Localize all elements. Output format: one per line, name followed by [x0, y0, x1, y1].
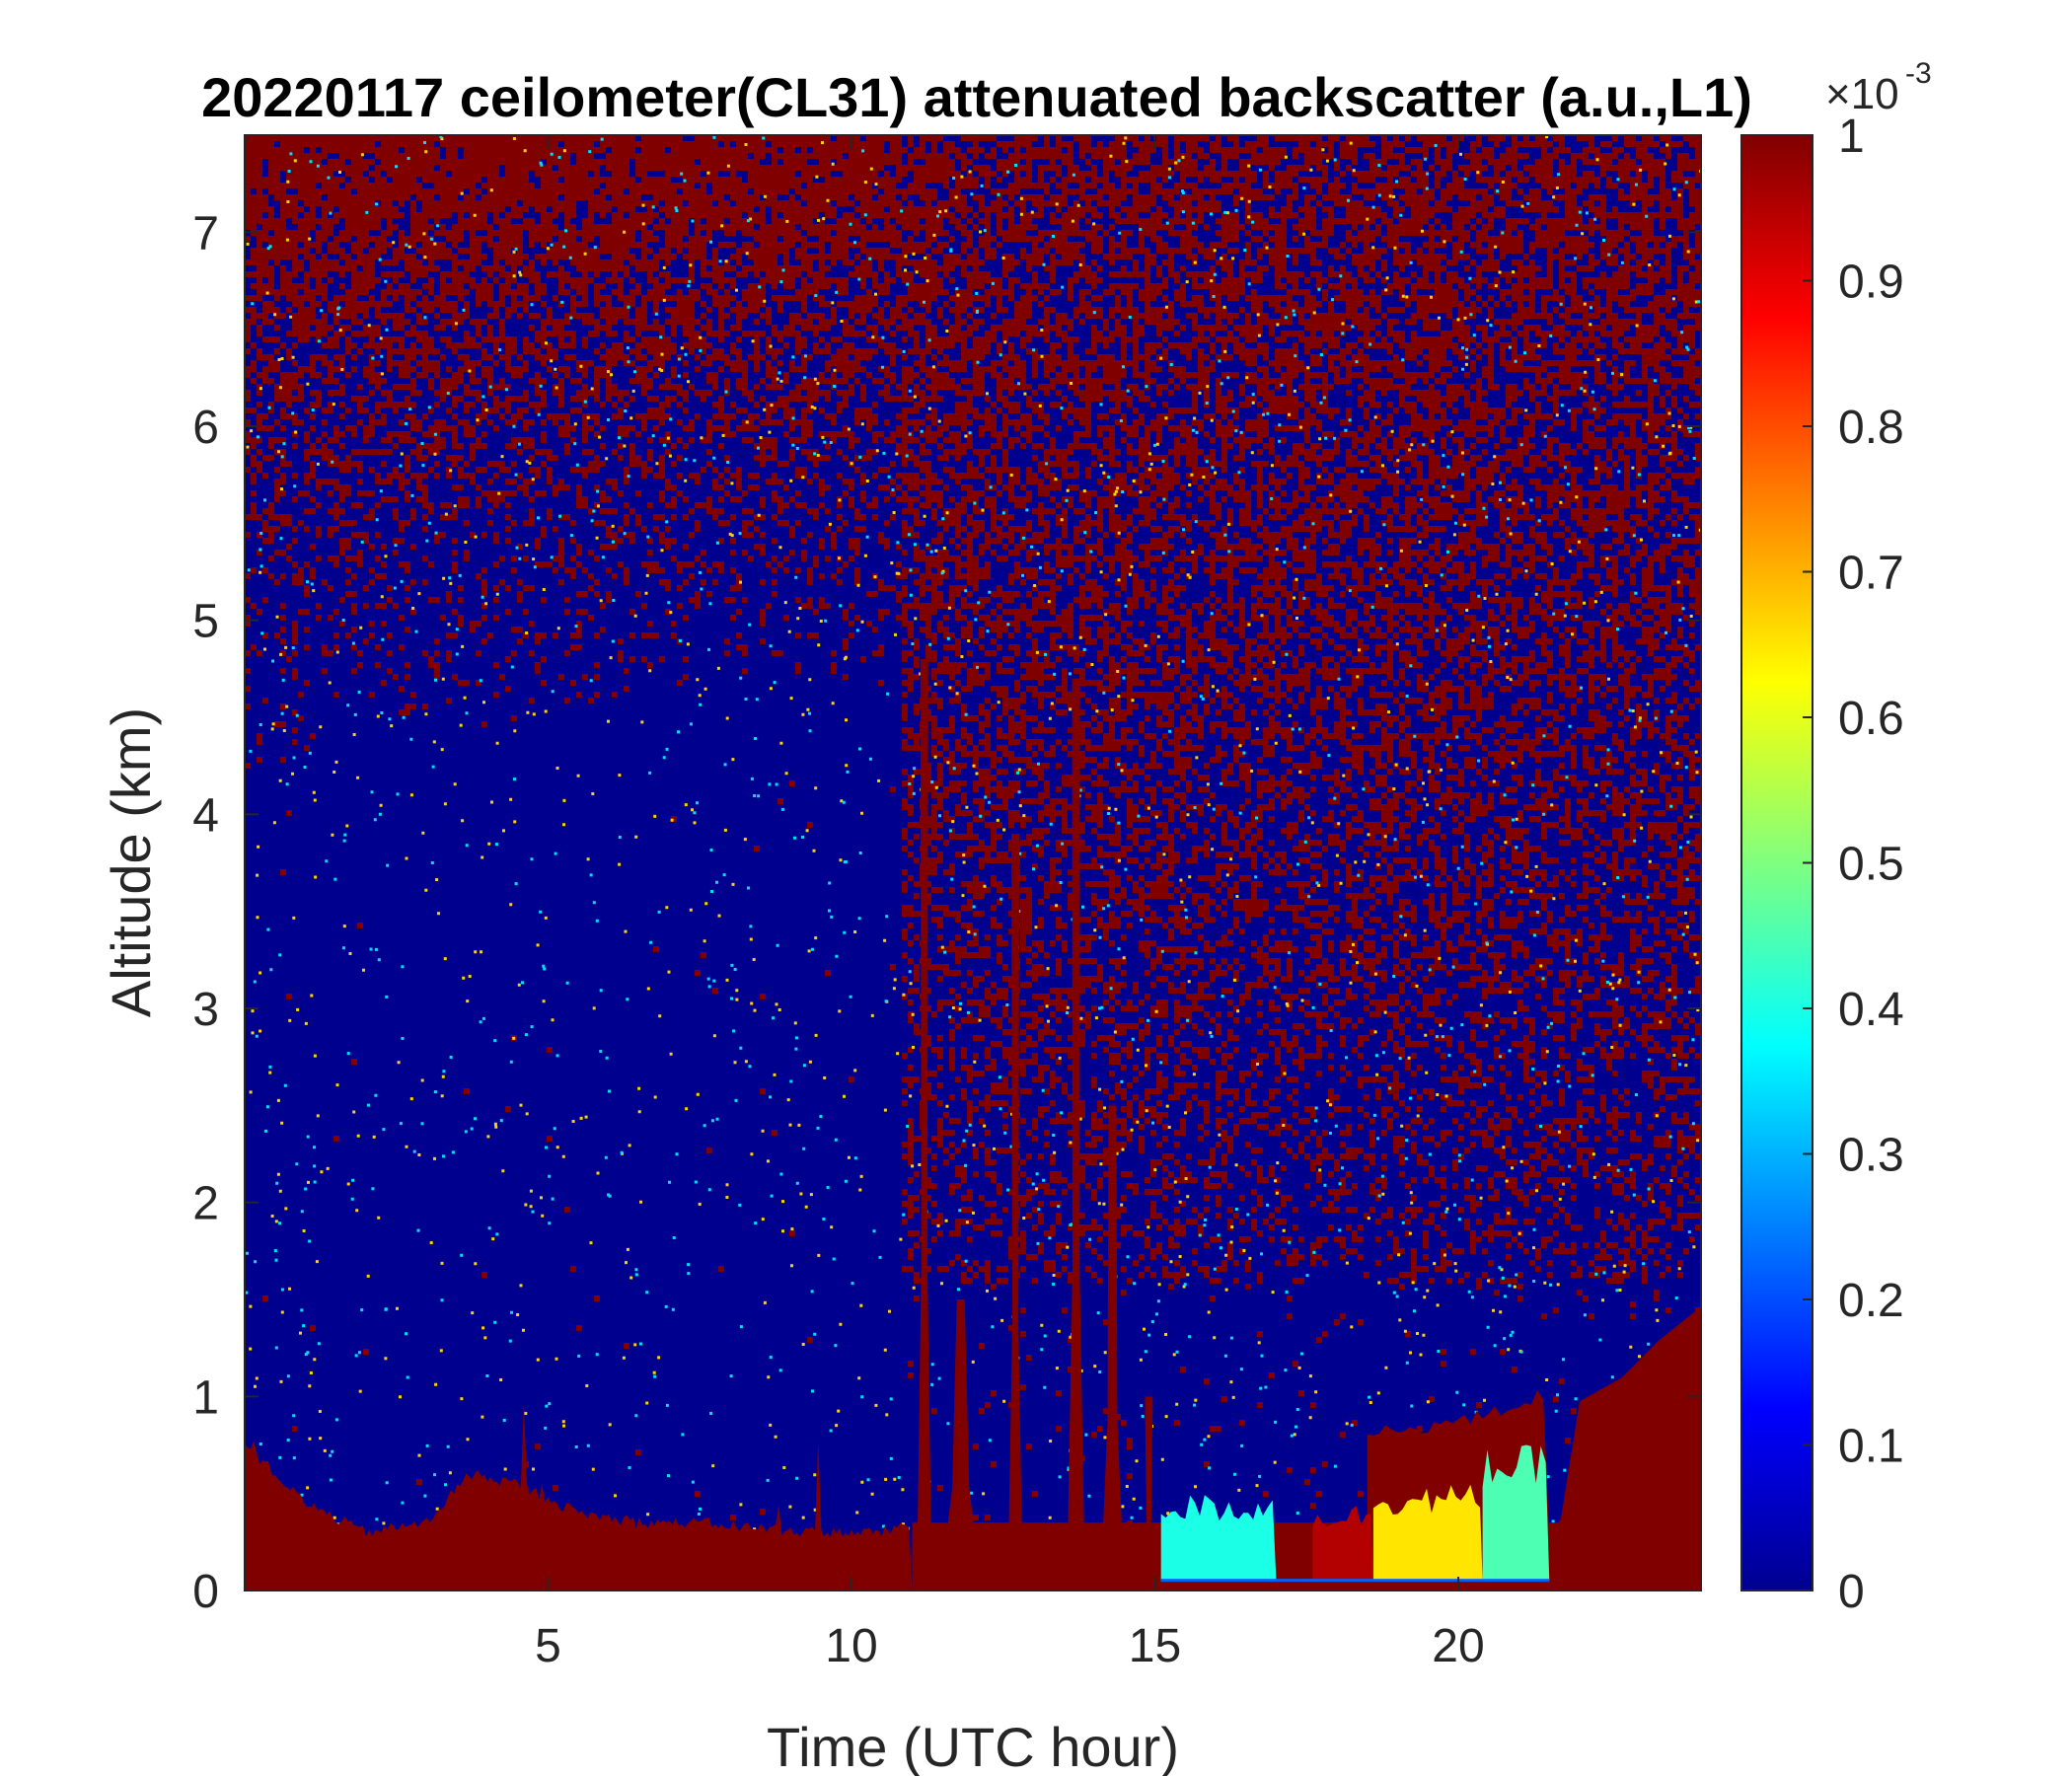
y-tick-label: 0: [192, 1566, 219, 1618]
colorbar-ticks: 0 0.1 0.2 0.3 0.4 0.5 0.6 0.7 0.8 0.9 1: [1803, 111, 1904, 1618]
y-axis: 0 1 2 3 4 5 6 7: [192, 207, 1701, 1618]
colorbar-multiplier: ×10: [1825, 70, 1899, 118]
colorbar-tick-label: 0.8: [1838, 402, 1904, 454]
cloud-plume: [1067, 678, 1085, 1591]
chart-title: 20220117 ceilometer(CL31) attenuated bac…: [201, 66, 1752, 128]
cloud-plume: [1143, 1396, 1155, 1591]
colorbar-tick-label: 0.2: [1838, 1275, 1904, 1327]
colorbar-tick-label: 0.4: [1838, 984, 1904, 1036]
x-tick-label: 15: [1129, 1620, 1181, 1672]
x-axis: 5 10 15 20: [535, 135, 1485, 1672]
x-tick-label: 5: [535, 1620, 561, 1672]
x-axis-label: Time (UTC hour): [767, 1716, 1179, 1776]
heatmap-field: [245, 135, 1701, 1591]
low-aerosol-layer: [1160, 1495, 1277, 1582]
colorbar-exponent: -3: [1905, 57, 1932, 90]
noise-cells: [245, 135, 1701, 1591]
low-aerosol-layer: [1372, 1484, 1483, 1582]
low-aerosol-layer: [1312, 1506, 1373, 1582]
colorbar-tick-label: 1: [1838, 111, 1865, 163]
heatmap-noise-speckle: [245, 135, 1701, 1591]
colorbar-tick-label: 0: [1838, 1566, 1865, 1618]
colorbar-tick-label: 0.9: [1838, 257, 1904, 309]
y-tick-label: 5: [192, 596, 219, 648]
low-aerosol-layer: [1482, 1444, 1550, 1582]
cloud-plume: [917, 659, 932, 1591]
surface-line: [1160, 1579, 1550, 1583]
evening-layer: [1549, 1306, 1701, 1591]
y-axis-label: Altitude (km): [100, 707, 162, 1017]
cloud-plume: [1007, 834, 1023, 1591]
cloud-plume: [939, 1299, 983, 1591]
y-tick-label: 7: [192, 207, 219, 259]
y-tick-label: 4: [192, 789, 219, 842]
x-tick-label: 10: [825, 1620, 877, 1672]
plot-frame: [244, 134, 1702, 1591]
y-tick-label: 1: [192, 1371, 219, 1424]
heatmap-plot-area: [245, 135, 1701, 1591]
colorbar: 0 0.1 0.2 0.3 0.4 0.5 0.6 0.7 0.8 0.9 1 ×10 -3: [1740, 57, 1932, 1618]
y-tick-label: 6: [192, 402, 219, 454]
x-tick-label: 20: [1432, 1620, 1484, 1672]
colorbar-tick-label: 0.5: [1838, 839, 1904, 891]
colorbar-gradient: [1740, 134, 1813, 1591]
colorbar-tick-label: 0.3: [1838, 1130, 1904, 1182]
colorbar-tick-label: 0.1: [1838, 1421, 1904, 1473]
boundary-layer-morning: [245, 1404, 913, 1591]
y-tick-label: 2: [192, 1178, 219, 1230]
colorbar-tick-label: 0.7: [1838, 548, 1904, 600]
y-tick-label: 3: [192, 984, 219, 1036]
colorbar-tick-label: 0.6: [1838, 693, 1904, 745]
cloud-plume: [1100, 1105, 1125, 1591]
